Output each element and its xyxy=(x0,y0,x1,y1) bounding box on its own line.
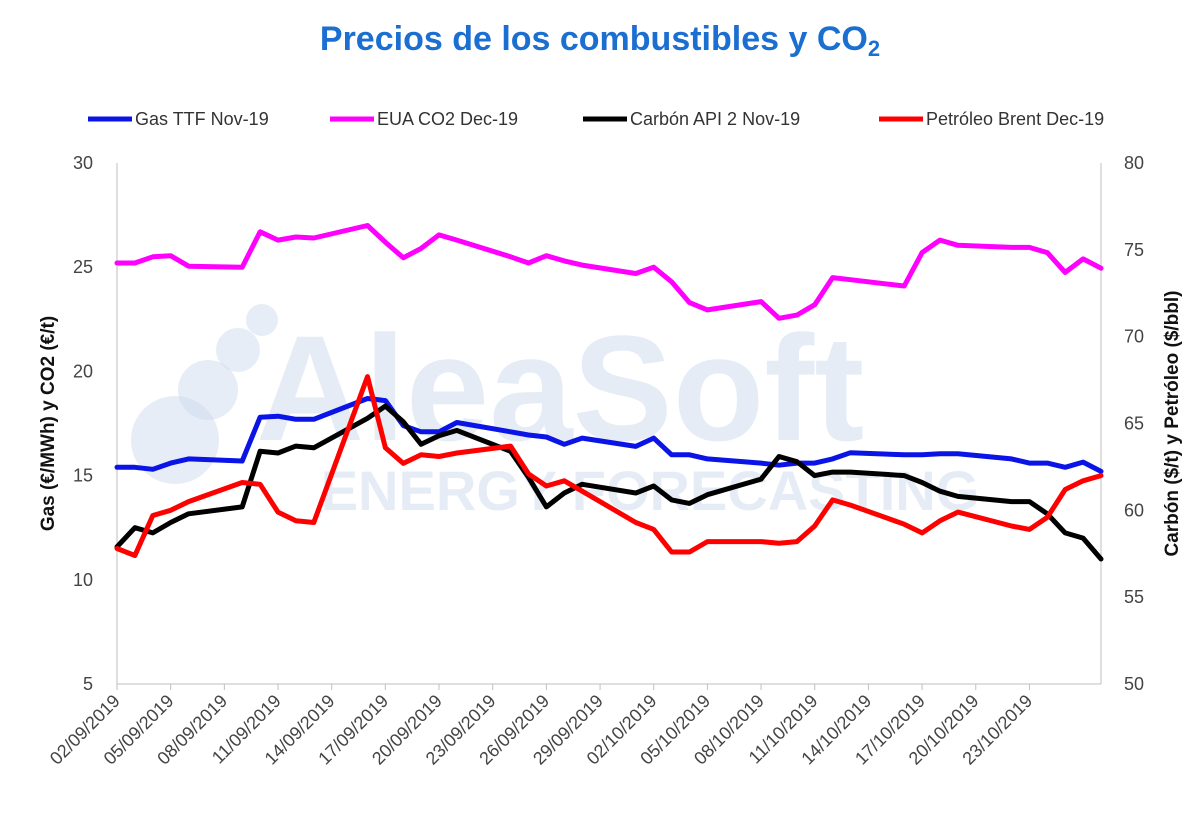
y-right-tick-label: 60 xyxy=(1124,500,1144,520)
y-right-tick-label: 70 xyxy=(1124,327,1144,347)
watermark-dot-0 xyxy=(131,396,219,484)
legend-label: Petróleo Brent Dec-19 xyxy=(926,109,1104,129)
series-line-1 xyxy=(114,223,1104,321)
watermark-dot-1 xyxy=(178,360,238,420)
y-right-tick-label: 75 xyxy=(1124,240,1144,260)
y-left-tick-label: 30 xyxy=(73,153,93,173)
series-line-0 xyxy=(114,396,1104,474)
chart-title: Precios de los combustibles y CO2 xyxy=(0,20,1200,62)
y-right-tick-label: 50 xyxy=(1124,674,1144,694)
y-right-tick-label: 55 xyxy=(1124,587,1144,607)
y-left-tick-label: 15 xyxy=(73,466,93,486)
y-left-tick-label: 5 xyxy=(83,674,93,694)
watermark-tagline: ENERGY FORECASTING xyxy=(321,459,980,522)
y-axis-left-title: Gas (€/MWh) y CO2 (€/t) xyxy=(38,316,59,531)
legend-label: EUA CO2 Dec-19 xyxy=(377,109,518,129)
series-line-2 xyxy=(114,403,1104,562)
series-line-3 xyxy=(114,374,1104,558)
watermark-dot-3 xyxy=(246,304,278,336)
watermark-dot-2 xyxy=(216,328,260,372)
y-left-tick-label: 20 xyxy=(73,361,93,381)
y-left-tick-label: 25 xyxy=(73,257,93,277)
y-axis-right-title: Carbón ($/t) y Petróleo ($/bbl) xyxy=(1162,290,1183,556)
chart-title-subscript: 2 xyxy=(867,36,881,61)
watermark-brand: AleaSoft xyxy=(256,304,864,472)
y-right-tick-label: 80 xyxy=(1124,153,1144,173)
y-left-tick-label: 10 xyxy=(73,570,93,590)
y-right-tick-label: 65 xyxy=(1124,414,1144,434)
chart-title-text: Precios de los combustibles y CO xyxy=(319,20,868,58)
legend-label: Carbón API 2 Nov-19 xyxy=(630,109,800,129)
legend-label: Gas TTF Nov-19 xyxy=(135,109,269,129)
